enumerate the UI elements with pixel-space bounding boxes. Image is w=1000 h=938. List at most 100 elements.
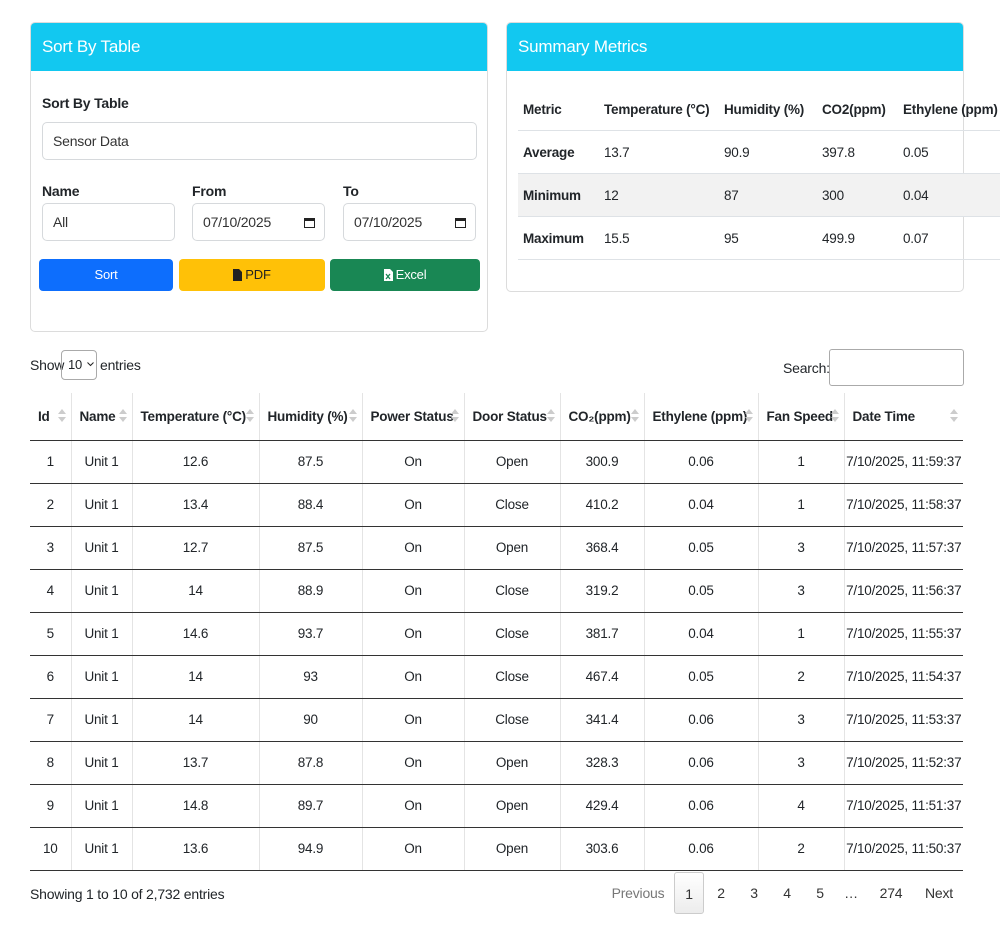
cell: On bbox=[361, 741, 464, 785]
cell: 7/10/2025, 11:55:37 bbox=[843, 612, 963, 656]
metric-name: Minimum bbox=[518, 173, 599, 217]
metric-row: Minimum 12 87 300 0.04 bbox=[518, 173, 1000, 217]
sort-button[interactable]: Sort bbox=[39, 259, 173, 291]
cell: 88.4 bbox=[258, 483, 362, 527]
cell: 3 bbox=[757, 698, 844, 742]
field-label: From bbox=[192, 183, 227, 199]
page-link[interactable]: 2 bbox=[717, 885, 725, 901]
cell: 0.06 bbox=[643, 784, 758, 828]
cell: 0.04 bbox=[643, 612, 758, 656]
sortable-header[interactable]: Id bbox=[30, 393, 71, 441]
cell: 14 bbox=[131, 698, 259, 742]
metric-value: 87 bbox=[719, 173, 817, 217]
sortable-header[interactable]: Name bbox=[70, 393, 132, 441]
sortable-header[interactable]: CO₂(ppm) bbox=[559, 393, 644, 441]
summary-table: Metric Temperature (°C) Humidity (%) CO2(pp… bbox=[518, 88, 1000, 260]
metric-value: 397.8 bbox=[817, 130, 898, 174]
page-link[interactable]: 4 bbox=[783, 885, 791, 901]
data-row: 1 Unit 1 12.6 87.5 On Open 300.9 0.06 1 7/10/2025… bbox=[30, 440, 963, 484]
cell: On bbox=[361, 612, 464, 656]
cell: 93.7 bbox=[258, 612, 362, 656]
cell: 1 bbox=[757, 612, 844, 656]
cell: 7/10/2025, 11:56:37 bbox=[843, 569, 963, 613]
cell: 429.4 bbox=[559, 784, 644, 828]
cell: 1 bbox=[757, 483, 844, 527]
cell: On bbox=[361, 440, 464, 484]
sortable-header[interactable]: Humidity (%) bbox=[258, 393, 362, 441]
name-input[interactable]: All bbox=[42, 203, 175, 241]
cell: Unit 1 bbox=[70, 569, 132, 613]
previous-button[interactable]: Previous bbox=[611, 885, 665, 901]
cell: 10 bbox=[30, 827, 71, 871]
cell: 90 bbox=[258, 698, 362, 742]
data-row: 4 Unit 1 14 88.9 On Close 319.2 0.05 3 7/10/2025,… bbox=[30, 569, 963, 613]
cell: 3 bbox=[757, 741, 844, 785]
pdf-button[interactable]: PDF bbox=[179, 259, 325, 291]
cell: 9 bbox=[30, 784, 71, 828]
data-row: 10 Unit 1 13.6 94.9 On Open 303.6 0.06 2 7/10/202… bbox=[30, 827, 963, 871]
page-link[interactable]: 1 bbox=[674, 872, 704, 914]
table-select[interactable]: Sensor Data bbox=[42, 122, 477, 160]
cell: On bbox=[361, 698, 464, 742]
metric-row: Average 13.7 90.9 397.8 0.05 bbox=[518, 130, 1000, 174]
from-date[interactable]: 07/10/2025 bbox=[192, 203, 325, 241]
cell: 4 bbox=[30, 569, 71, 613]
data-row: 7 Unit 1 14 90 On Close 341.4 0.06 3 7/10/2025, 1… bbox=[30, 698, 963, 742]
cell: 467.4 bbox=[559, 655, 644, 699]
column-header: Humidity (%) bbox=[724, 101, 805, 117]
column-header: Ethylene (ppm) bbox=[903, 101, 998, 117]
metric-value: 12 bbox=[599, 173, 719, 217]
cell: 12.7 bbox=[131, 526, 259, 570]
sortable-header[interactable]: Temperature (°C) bbox=[131, 393, 259, 441]
to-date[interactable]: 07/10/2025 bbox=[343, 203, 476, 241]
page-size-select[interactable]: 10 bbox=[61, 350, 97, 380]
search-input[interactable] bbox=[829, 349, 964, 386]
sortable-header[interactable]: Ethylene (ppm) bbox=[643, 393, 758, 441]
page-link[interactable]: 3 bbox=[750, 885, 758, 901]
button-label: PDF bbox=[245, 267, 271, 282]
cell: On bbox=[361, 569, 464, 613]
cell: Close bbox=[463, 569, 560, 613]
cell: 14.6 bbox=[131, 612, 259, 656]
sortable-header[interactable]: Fan Speed bbox=[757, 393, 844, 441]
cell: 7/10/2025, 11:53:37 bbox=[843, 698, 963, 742]
table-info: Showing 1 to 10 of 2,732 entries bbox=[30, 886, 225, 902]
sortable-header[interactable]: Date Time bbox=[843, 393, 963, 441]
cell: 89.7 bbox=[258, 784, 362, 828]
column-header: CO2(ppm) bbox=[822, 101, 886, 117]
cell: 3 bbox=[757, 526, 844, 570]
page-link[interactable]: 274 bbox=[879, 885, 903, 901]
cell: 7 bbox=[30, 698, 71, 742]
excel-button[interactable]: Excel bbox=[330, 259, 480, 291]
data-row: 3 Unit 1 12.7 87.5 On Open 368.4 0.05 3 7/10/2025… bbox=[30, 526, 963, 570]
sort-panel: Sort By Table Sort By Table Sensor Data … bbox=[30, 22, 488, 332]
next-button[interactable]: Next bbox=[925, 885, 953, 901]
cell: 7/10/2025, 11:51:37 bbox=[843, 784, 963, 828]
cell: 0.05 bbox=[643, 526, 758, 570]
page-size-value: 10 bbox=[68, 357, 83, 372]
cell: 0.06 bbox=[643, 741, 758, 785]
cell: 6 bbox=[30, 655, 71, 699]
cell: 8 bbox=[30, 741, 71, 785]
metric-value: 0.07 bbox=[898, 216, 1000, 260]
cell: 0.06 bbox=[643, 698, 758, 742]
cell: 0.06 bbox=[643, 440, 758, 484]
page-link[interactable]: 5 bbox=[816, 885, 824, 901]
field-label: Name bbox=[42, 183, 80, 199]
cell: Close bbox=[463, 483, 560, 527]
cell: 0.04 bbox=[643, 483, 758, 527]
cell: Close bbox=[463, 655, 560, 699]
page-link: … bbox=[844, 885, 858, 901]
metric-value: 95 bbox=[719, 216, 817, 260]
cell: 300.9 bbox=[559, 440, 644, 484]
field-label: To bbox=[343, 183, 359, 199]
cell: 341.4 bbox=[559, 698, 644, 742]
sortable-header[interactable]: Door Status bbox=[463, 393, 560, 441]
cell: Open bbox=[463, 784, 560, 828]
data-table: Id Name Temperature (°C) Humidity (%) Power … bbox=[30, 393, 963, 871]
cell: 2 bbox=[757, 655, 844, 699]
excel-icon bbox=[383, 269, 393, 281]
cell: 87.8 bbox=[258, 741, 362, 785]
sortable-header[interactable]: Power Status bbox=[361, 393, 464, 441]
metric-value: 13.7 bbox=[599, 130, 719, 174]
